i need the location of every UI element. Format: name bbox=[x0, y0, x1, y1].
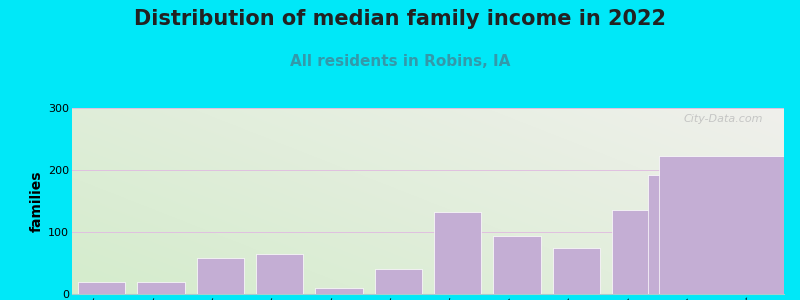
Bar bbox=[315, 288, 362, 294]
Text: City-Data.com: City-Data.com bbox=[683, 114, 762, 124]
Bar bbox=[138, 282, 185, 294]
Bar bbox=[659, 156, 800, 294]
Bar bbox=[434, 212, 482, 294]
Bar bbox=[78, 282, 126, 294]
Bar bbox=[647, 175, 742, 294]
Bar bbox=[553, 248, 600, 294]
Bar bbox=[612, 210, 659, 294]
Bar bbox=[494, 236, 541, 294]
Bar bbox=[374, 269, 422, 294]
Text: Distribution of median family income in 2022: Distribution of median family income in … bbox=[134, 9, 666, 29]
Text: All residents in Robins, IA: All residents in Robins, IA bbox=[290, 54, 510, 69]
Bar bbox=[197, 258, 244, 294]
Bar bbox=[256, 254, 303, 294]
Y-axis label: families: families bbox=[30, 170, 44, 232]
